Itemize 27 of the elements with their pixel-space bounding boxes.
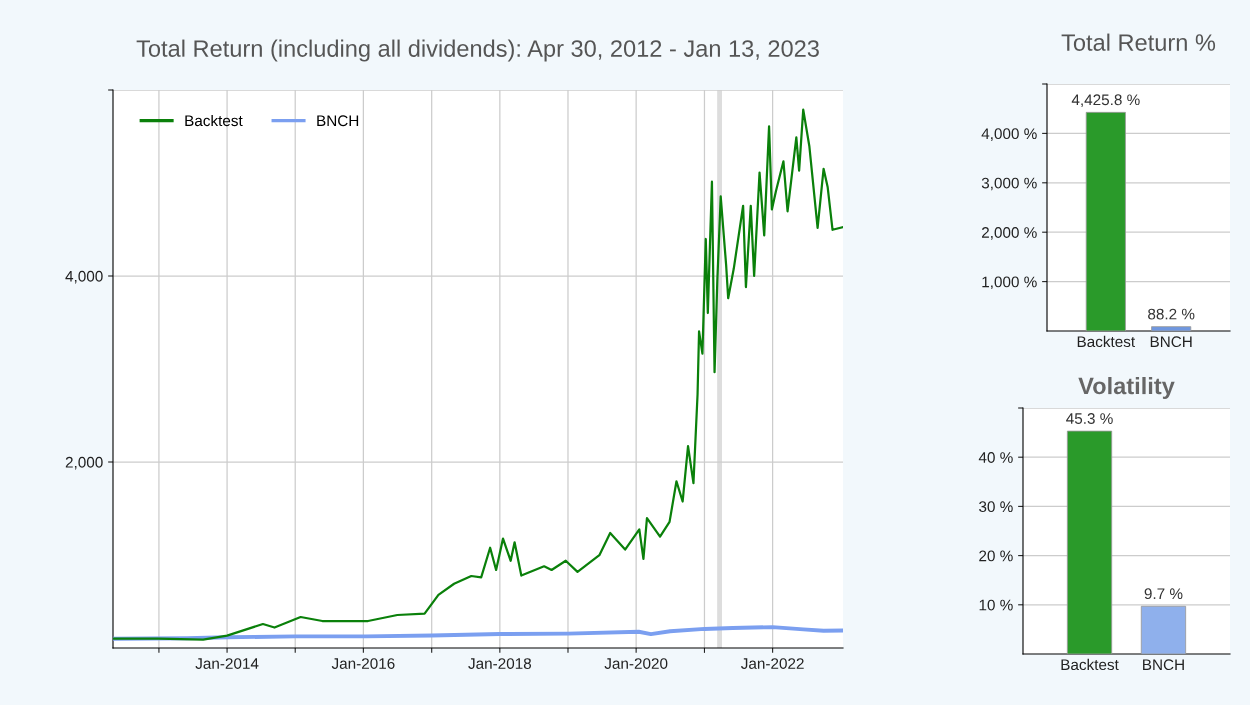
- data-label: 45.3 %: [1066, 413, 1113, 424]
- data-label: 88.2 %: [1148, 308, 1195, 320]
- chart-title: Volatility: [1078, 377, 1175, 400]
- data-label: 9.7 %: [1144, 588, 1183, 600]
- y-tick-label: 30 %: [979, 501, 1013, 513]
- legend-label: Backtest: [185, 114, 243, 127]
- x-tick-label: Jan-2016: [331, 658, 395, 669]
- y-tick-label: 4,000 %: [981, 128, 1037, 141]
- x-tick-label: Backtest: [1061, 658, 1119, 671]
- x-tick-label: Jan-2022: [741, 658, 804, 669]
- x-tick-label: BNCH: [1143, 659, 1184, 671]
- chart-title: Total Return (including all dividends): Apr 30, 2012 - Jan 13, 2023: [136, 39, 819, 62]
- y-tick-label: 40 %: [978, 452, 1013, 463]
- x-tick-label: Jan-2018: [468, 658, 532, 669]
- y-tick-label: 2,000 %: [981, 227, 1037, 240]
- line-series: [113, 108, 843, 641]
- x-tick-label: Jan-2014: [195, 658, 259, 669]
- y-tick-label: 3,000 %: [981, 177, 1037, 191]
- x-tick-label: Jan-2020: [604, 658, 668, 669]
- data-label: 4,425.8 %: [1071, 94, 1140, 107]
- y-tick-label: 2,000: [65, 456, 103, 470]
- y-tick-label: 10 %: [979, 599, 1013, 611]
- chart-title: Total Return %: [1061, 33, 1216, 51]
- y-tick-label: 4,000: [65, 270, 103, 284]
- y-tick-label: 1,000 %: [982, 276, 1037, 290]
- y-tick-label: 20 %: [979, 550, 1013, 562]
- legend-label: BNCH: [317, 115, 359, 127]
